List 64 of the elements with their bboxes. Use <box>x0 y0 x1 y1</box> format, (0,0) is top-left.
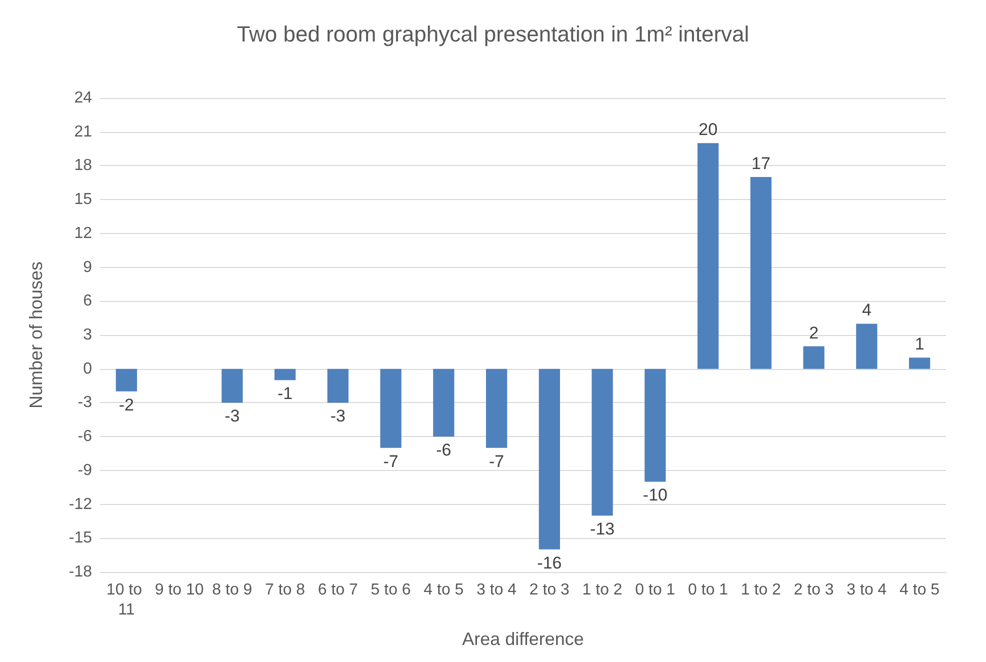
x-tick-label: 0 to 1 <box>688 582 728 598</box>
x-tick-label: 9 to 10 <box>154 582 204 598</box>
y-tick-label: -6 <box>78 428 92 446</box>
y-tick-label: 24 <box>74 90 92 106</box>
data-label: 1 <box>914 334 924 354</box>
y-tick-label: -12 <box>68 496 92 513</box>
data-label: 17 <box>751 154 770 173</box>
y-tick-label: 12 <box>74 224 92 242</box>
y-tick-label: 0 <box>83 360 92 378</box>
x-tick-label: 4 to 5 <box>900 582 940 598</box>
data-label: 4 <box>862 300 872 320</box>
data-label: -10 <box>642 486 668 505</box>
bar <box>697 143 719 369</box>
x-tick-label: 8 to 9 <box>212 582 252 598</box>
x-tick-label: 6 to 7 <box>318 582 358 598</box>
x-tick-label: 5 to 6 <box>370 582 411 598</box>
data-label: -7 <box>489 452 504 471</box>
y-axis-title: Number of houses <box>26 261 46 409</box>
x-tick-label: 2 to 3 <box>529 582 570 598</box>
y-tick-label: 15 <box>74 191 92 208</box>
bar <box>803 346 824 369</box>
bar <box>856 324 878 369</box>
data-label: 2 <box>809 323 819 342</box>
x-tick-label: 1 to 2 <box>740 582 782 598</box>
x-tick-label: 2 to 3 <box>794 582 834 598</box>
y-tick-label: 21 <box>74 123 92 140</box>
bar <box>327 368 349 403</box>
bar <box>592 368 613 516</box>
data-label: -3 <box>330 406 346 426</box>
y-tick-label: -15 <box>68 530 92 547</box>
y-tick-label: 18 <box>74 157 92 174</box>
x-tick-label: 3 to 4 <box>846 582 887 598</box>
data-label: -2 <box>118 395 134 414</box>
bar <box>433 368 454 437</box>
x-tick-label: 1 to 2 <box>582 582 622 598</box>
x-tick-label: 4 to 5 <box>424 582 464 598</box>
y-tick-label: -18 <box>68 564 92 580</box>
bar <box>380 368 402 448</box>
data-label: -6 <box>436 440 452 460</box>
bar <box>644 368 666 482</box>
data-label: -7 <box>383 452 398 471</box>
data-label: -3 <box>224 406 240 426</box>
bar <box>274 368 296 380</box>
bar <box>486 368 508 448</box>
x-tick-label: 10 to 11 <box>106 582 146 618</box>
x-tick-label: 7 to 8 <box>265 582 306 598</box>
bar <box>750 177 772 369</box>
y-tick-label: 9 <box>83 258 92 276</box>
bar <box>222 368 243 403</box>
bar <box>116 368 138 392</box>
y-tick-label: -9 <box>78 462 92 479</box>
chart-title: Two bed room graphycal presentation in 1m² interval <box>236 22 750 46</box>
y-tick-label: -3 <box>78 394 92 412</box>
y-tick-label: 6 <box>83 292 92 310</box>
bar <box>908 358 930 369</box>
data-label: -16 <box>537 553 562 572</box>
data-label: -1 <box>278 384 293 404</box>
y-tick-label: 3 <box>83 326 92 344</box>
x-tick-label: 0 to 1 <box>635 582 676 598</box>
x-axis-title: Area difference <box>462 629 584 649</box>
data-label: -13 <box>590 520 615 539</box>
data-label: 20 <box>698 120 718 140</box>
x-tick-label: 3 to 4 <box>476 582 517 598</box>
bar <box>538 368 560 550</box>
